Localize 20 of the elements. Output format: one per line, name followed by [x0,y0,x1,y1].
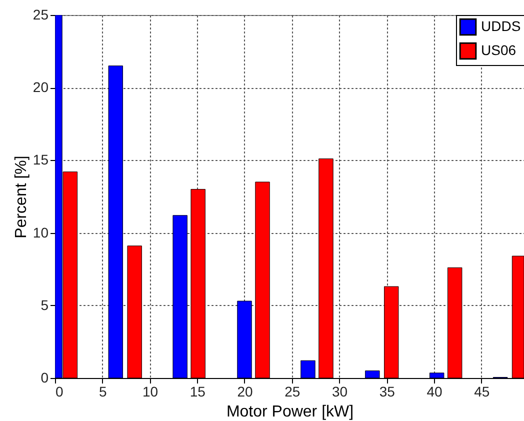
x-tick-label: 0 [56,384,64,400]
y-tick-label: 15 [32,152,49,168]
x-tick-label: 35 [379,384,396,400]
legend-label: US06 [481,42,516,58]
x-tick-label: 10 [142,384,158,400]
y-tick-label: 10 [32,224,49,240]
y-tick-label: 0 [40,370,49,386]
x-tick-label: 5 [98,384,107,400]
y-tick-label: 5 [40,296,49,313]
x-tick-label: 45 [474,384,490,400]
x-axis-title: Motor Power [kW] [226,404,354,420]
x-tick-label: 25 [284,384,300,400]
legend-label: UDDS [481,18,521,34]
x-tick-label: 15 [190,384,206,400]
x-tick-label: 20 [237,384,253,400]
y-tick-label: 20 [32,79,49,96]
y-axis-title: Percent [%] [12,156,30,238]
x-tick-label: 30 [332,384,348,400]
y-tick-label: 25 [32,6,49,22]
x-tick-label: 40 [426,384,442,400]
